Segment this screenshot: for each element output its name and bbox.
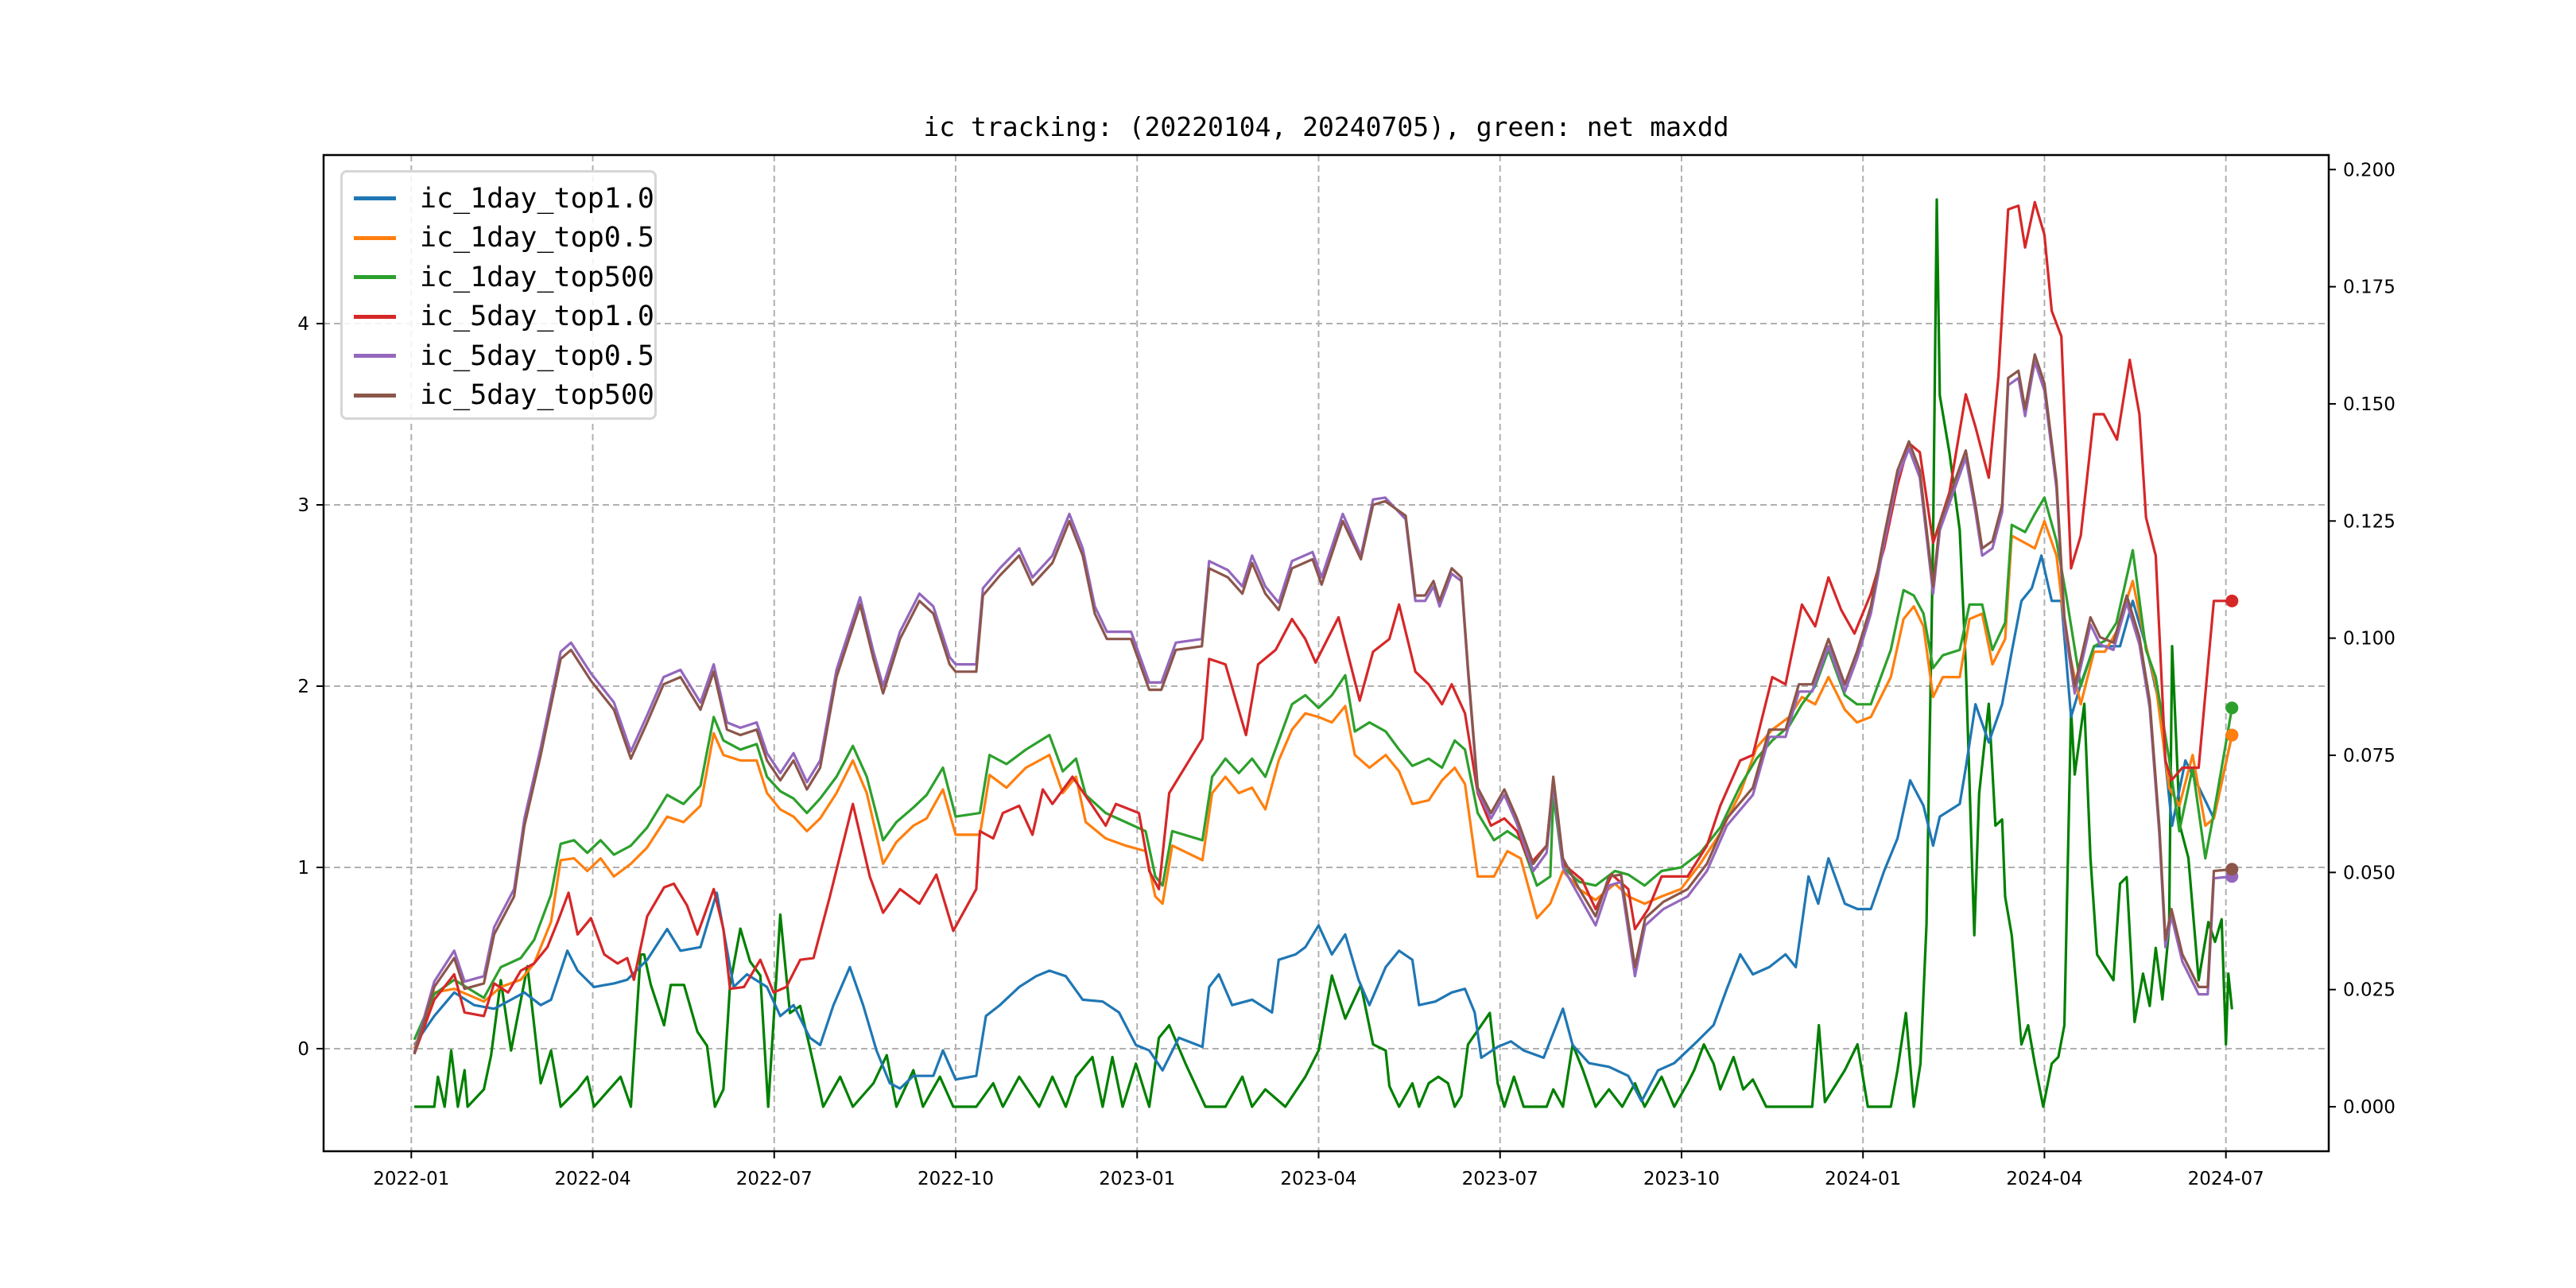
end-marker-ic-5day-top500 [2225,863,2239,876]
series-line-ic-1day-top1-0 [413,554,2233,1103]
x-tick-label: 2022-01 [373,1169,449,1189]
y-tick-label-right: 0.150 [2343,394,2396,415]
legend-item: ic_1day_top1.0 [354,179,654,219]
y-tick-label-right: 0.100 [2343,629,2396,650]
legend-item: ic_5day_top500 [354,376,654,416]
y-tick-label-right: 0.200 [2343,160,2396,180]
legend-item: ic_1day_top0.5 [354,219,654,258]
x-tick-label: 2023-04 [1280,1169,1356,1189]
left-y-axis-ticks: 0 1 2 3 4 [297,314,324,1060]
y-tick-label-left: 1 [297,858,309,879]
x-tick-label: 2022-07 [736,1169,813,1189]
y-tick-label-right: 0.025 [2343,980,2396,1001]
y-tick-label-right: 0.050 [2343,863,2396,883]
legend-swatch [354,393,396,398]
end-marker-ic-5day-top1-0 [2225,594,2239,607]
grid-lines [324,155,2329,1151]
legend-swatch [354,314,396,319]
end-marker-ic-1day-top500 [2225,701,2239,715]
series-line-ic-1day-top0-5 [413,519,2233,1049]
legend-swatch [354,235,396,240]
right-y-axis-ticks: 0.000 0.025 0.050 0.075 0.100 0.125 0.150 0.175… [2329,160,2396,1118]
y-tick-label-right: 0.075 [2343,746,2396,766]
x-tick-label: 2023-07 [1462,1169,1538,1189]
x-axis-ticks: 2022-01 2022-04 2022-07 2022-10 2023-01 2023-… [373,1151,2264,1189]
legend-label: ic_5day_top0.5 [419,339,654,372]
x-tick-label: 2022-10 [918,1169,994,1189]
legend-item: ic_1day_top500 [354,258,654,297]
y-tick-label-right: 0.125 [2343,511,2396,532]
y-tick-label-left: 0 [297,1039,309,1060]
series-line-ic-5day-top500 [413,353,2233,1055]
end-marker-ic-1day-top0-5 [2225,728,2239,742]
legend-item: ic_5day_top1.0 [354,297,654,337]
x-tick-label: 2023-01 [1099,1169,1175,1189]
x-tick-label: 2022-04 [554,1169,630,1189]
y-tick-label-right: 0.000 [2343,1097,2396,1118]
legend: ic_1day_top1.0 ic_1day_top0.5 ic_1day_to… [340,170,657,420]
x-tick-label: 2023-10 [1643,1169,1720,1189]
end-markers [2225,594,2239,883]
y-tick-label-left: 4 [297,314,309,335]
axes-frame [322,153,2330,1153]
legend-item: ic_5day_top0.5 [354,336,654,376]
legend-label: ic_5day_top1.0 [419,301,654,333]
legend-label: ic_1day_top1.0 [419,182,654,215]
y-tick-label-left: 3 [297,495,309,516]
series-lines [413,198,2233,1108]
legend-swatch [354,196,396,201]
y-tick-label-left: 2 [297,677,309,697]
series-line-net-maxdd [414,198,2233,1108]
legend-label: ic_5day_top500 [419,379,654,412]
legend-swatch [354,275,396,280]
legend-label: ic_1day_top0.5 [419,222,654,254]
legend-swatch [354,354,396,359]
x-tick-label: 2024-07 [2188,1169,2264,1189]
chart-title: ic tracking: (20220104, 20240705), green… [923,111,1729,142]
series-line-ic-5day-top1-0 [413,200,2233,1055]
y-tick-label-right: 0.175 [2343,277,2396,298]
legend-label: ic_1day_top500 [419,261,654,293]
x-tick-label: 2024-04 [2006,1169,2082,1189]
series-line-ic-1day-top500 [413,496,2233,1041]
x-tick-label: 2024-01 [1825,1169,1901,1189]
